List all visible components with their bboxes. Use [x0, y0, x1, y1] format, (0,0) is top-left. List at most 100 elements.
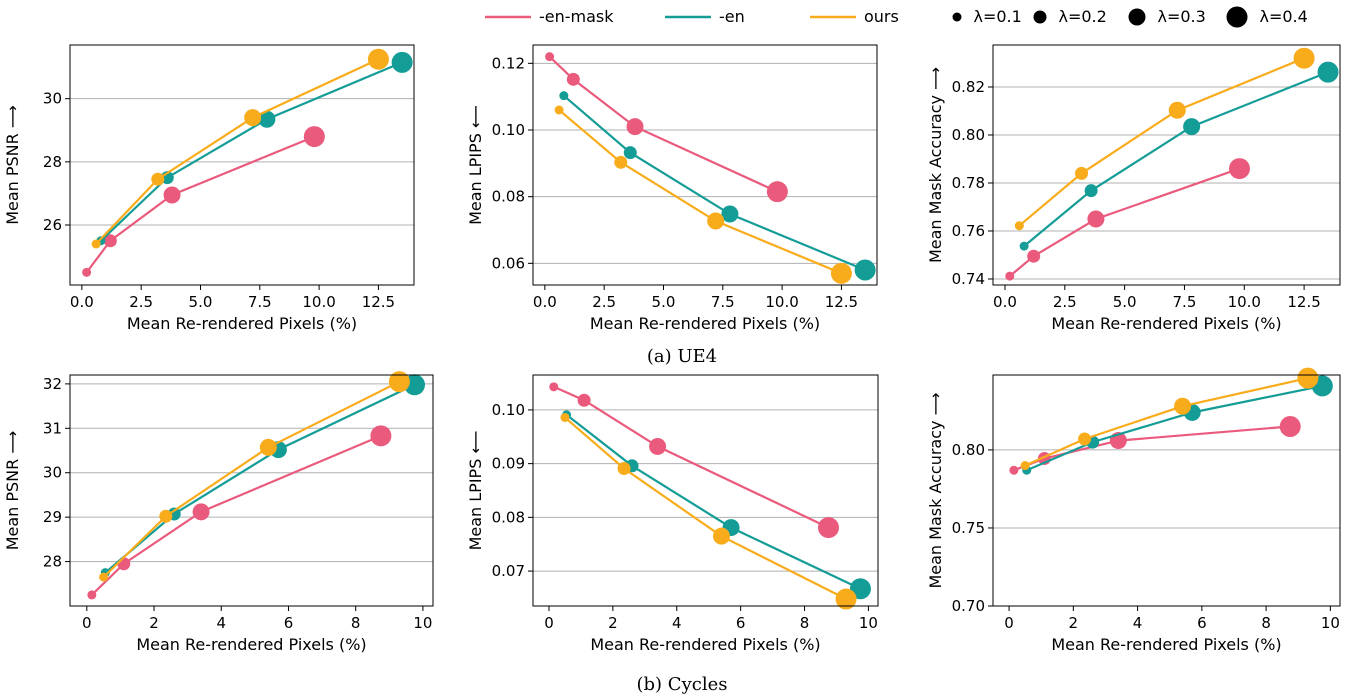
series-line-en: [1026, 384, 1323, 472]
chart-panel-3: 0.74 0.76 0.78 0.80 0.82 0.0 2.5 5.0 7.5 10.0 12.5…: [926, 44, 1341, 333]
legend-label-en: -en: [719, 7, 745, 26]
y-tick-label: 0.80: [952, 126, 985, 144]
plot-frame: [69, 44, 415, 286]
data-point-ours: [614, 155, 628, 169]
data-point-en-mask: [1228, 158, 1250, 180]
series-line-en-mask: [91, 434, 382, 596]
data-point-ours: [259, 438, 277, 456]
data-point-en-mask: [1027, 249, 1041, 263]
y-tick-label: 26: [43, 216, 62, 234]
data-point-ours: [554, 105, 564, 115]
y-tick-label: 28: [43, 153, 62, 171]
x-tick-label: 6: [284, 614, 294, 632]
y-tick-label: 0.70: [952, 597, 985, 615]
series-line-en-mask: [85, 135, 315, 274]
x-tick-label: 2: [149, 614, 159, 632]
caption-top: (a) UE4: [647, 346, 717, 367]
x-tick-label: 4: [1133, 614, 1143, 632]
y-tick-label: 0.06: [492, 254, 525, 272]
data-point-en-mask: [577, 393, 591, 407]
data-point-en: [1317, 61, 1339, 83]
series-line-en: [100, 61, 403, 242]
x-tick-label: 2.5: [1053, 293, 1077, 311]
x-tick-label: 12.5: [1287, 293, 1320, 311]
x-tick-label: 4: [672, 614, 682, 632]
y-tick-label: 32: [43, 375, 62, 393]
y-tick-label: 0.08: [492, 188, 525, 206]
series-line-en-mask: [1013, 425, 1291, 472]
data-point-en-mask: [117, 557, 131, 571]
x-axis-label: Mean Re-rendered Pixels (%): [590, 635, 820, 654]
data-point-en-mask: [545, 52, 555, 62]
legend-label-ours: ours: [864, 7, 899, 26]
x-tick-label: 8: [351, 614, 361, 632]
data-point-en: [721, 205, 739, 223]
data-point-ours: [1078, 432, 1092, 446]
data-point-en-mask: [1279, 416, 1301, 438]
y-axis-label: Mean Mask Accuracy ⟶: [926, 392, 945, 588]
y-tick-label: 31: [43, 419, 62, 437]
x-tick-label: 2: [1069, 614, 1079, 632]
y-tick-label: 0.82: [952, 78, 985, 96]
y-tick-label: 0.80: [952, 441, 985, 459]
series-line-ours: [102, 380, 400, 578]
chart-panel-4: 28 29 30 31 32 0 2 4 6 8 10 Mean Re-rendered Pixels…: [3, 371, 434, 654]
data-point-ours: [560, 412, 570, 422]
x-tick-label: 10.0: [765, 293, 798, 311]
y-tick-label: 0.07: [492, 562, 525, 580]
plot-frame: [992, 44, 1341, 286]
x-axis-label: Mean Re-rendered Pixels (%): [590, 314, 820, 333]
series-line-ours: [564, 416, 847, 600]
caption-bottom: (b) Cycles: [637, 674, 728, 695]
data-point-en-mask: [370, 425, 392, 447]
x-tick-label: 12.5: [825, 293, 858, 311]
x-tick-label: 0: [1004, 614, 1014, 632]
series-line-en-mask: [1009, 167, 1240, 277]
y-axis-label: Mean Mask Accuracy ⟶: [926, 67, 945, 263]
data-point-ours: [367, 48, 389, 70]
data-point-en: [854, 259, 876, 281]
x-tick-label: 10: [1321, 614, 1340, 632]
plot-frame: [532, 44, 878, 286]
x-tick-label: 5.0: [1113, 293, 1137, 311]
legend-size-marker-1: [952, 12, 962, 22]
x-axis-label: Mean Re-rendered Pixels (%): [1051, 635, 1281, 654]
x-tick-label: 0.0: [70, 293, 94, 311]
chart-panel-2: 0.06 0.08 0.10 0.12 0.0 2.5 5.0 7.5 10.0 12.5 Mean…: [466, 44, 878, 333]
x-tick-label: 10: [413, 614, 432, 632]
data-point-ours: [151, 172, 165, 186]
data-point-ours: [1168, 101, 1186, 119]
data-point-en: [1183, 118, 1201, 136]
data-point-ours: [1020, 461, 1030, 471]
series-line-ours: [558, 109, 842, 275]
data-point-ours: [91, 239, 101, 249]
x-tick-label: 10.0: [1228, 293, 1261, 311]
y-tick-label: 0.08: [492, 508, 525, 526]
y-tick-label: 0.74: [952, 270, 985, 288]
legend-size-label-1: λ=0.1: [974, 7, 1022, 26]
series-line-en: [104, 383, 415, 574]
series-line-ours: [1024, 377, 1309, 467]
data-point-en-mask: [626, 118, 644, 136]
data-point-ours: [707, 212, 725, 230]
data-point-ours: [1174, 397, 1192, 415]
data-point-ours: [835, 588, 857, 610]
y-tick-label: 30: [43, 464, 62, 482]
data-point-en-mask: [1087, 210, 1105, 228]
y-tick-label: 0.76: [952, 222, 985, 240]
y-tick-label: 0.10: [492, 401, 525, 419]
y-tick-label: 0.75: [952, 519, 985, 537]
plot-frame: [992, 374, 1341, 607]
chart-panel-5: 0.07 0.08 0.09 0.10 0 2 4 6 8 10 Mean Re-rendered …: [466, 374, 879, 654]
y-tick-label: 0.09: [492, 455, 525, 473]
data-point-en-mask: [1009, 465, 1019, 475]
data-point-ours: [99, 572, 109, 582]
x-tick-label: 10: [859, 614, 878, 632]
chart-panel-6: 0.70 0.75 0.80 0 2 4 6 8 10 Mean Re-rendered Pixe…: [926, 367, 1341, 654]
y-axis-label: Mean PSNR ⟶: [3, 431, 22, 551]
series-line-en-mask: [548, 55, 778, 193]
chart-panel-1: 26 28 30 0.0 2.5 5.0 7.5 10.0 12.5 Mean Re-render…: [3, 44, 415, 333]
data-point-en: [258, 110, 276, 128]
